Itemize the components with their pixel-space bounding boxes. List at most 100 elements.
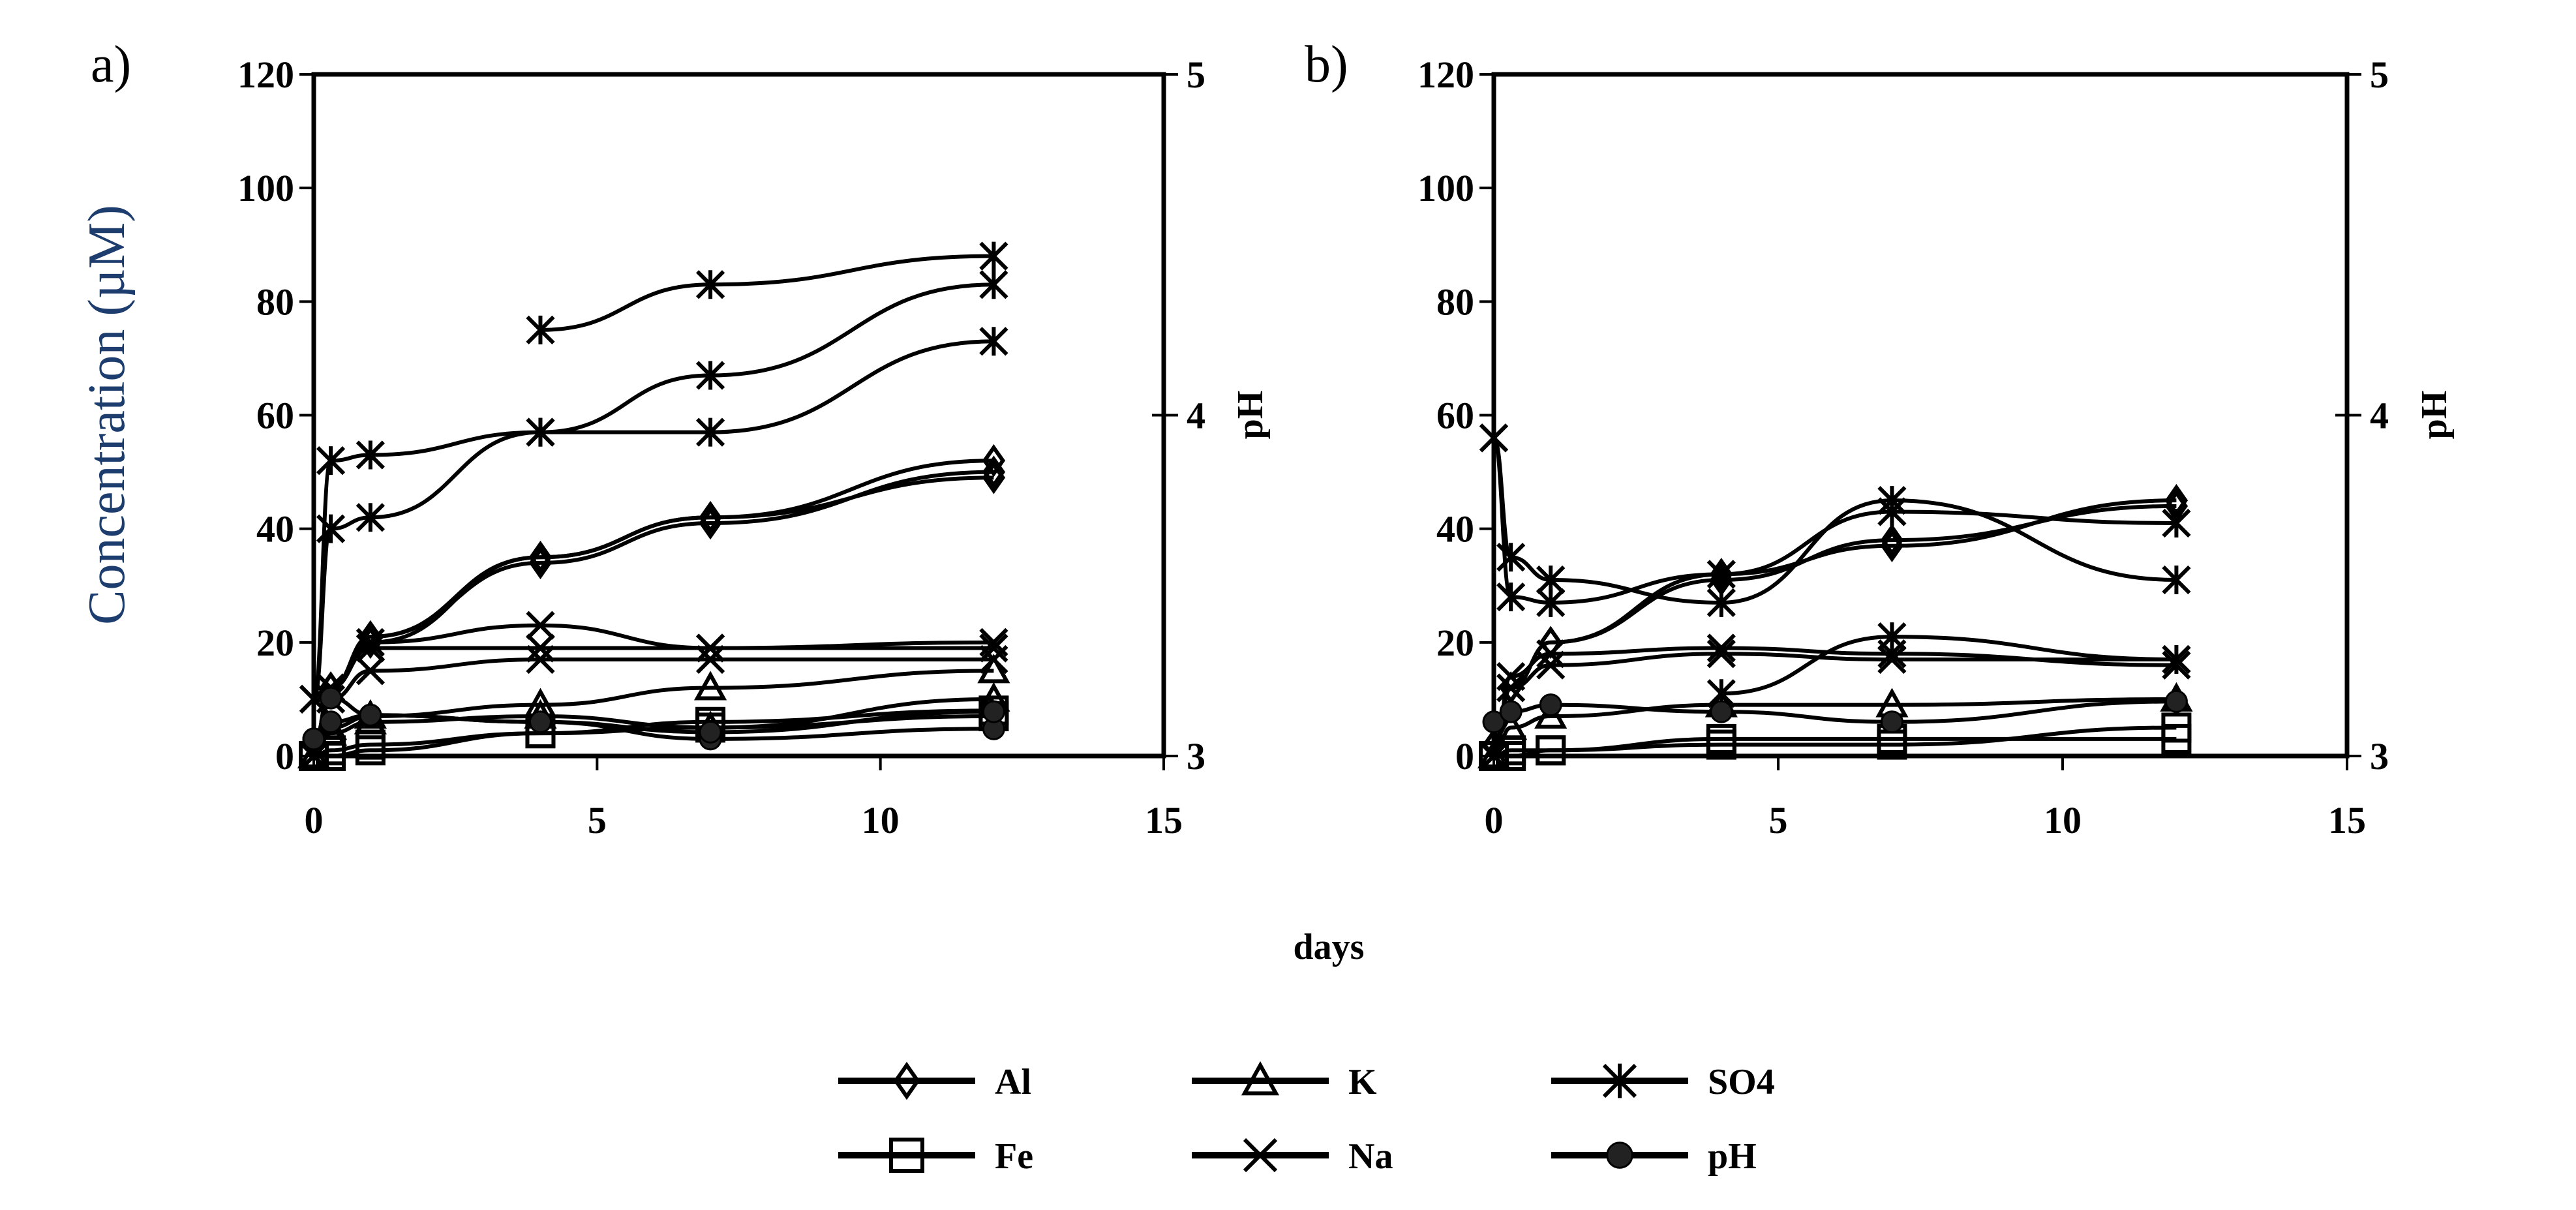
- data-point-al: [528, 540, 553, 574]
- square-marker-icon: [889, 1138, 924, 1173]
- x-tick-label: 15: [1145, 799, 1183, 841]
- y2-tick-label: 4: [1187, 395, 1205, 437]
- data-point-so4: [979, 327, 1008, 356]
- asterisk-marker-icon: [1602, 1063, 1637, 1098]
- legend-item-al: Al: [838, 1061, 1031, 1102]
- y-tick-label: 40: [1436, 508, 1474, 551]
- y2-axis-label: pH: [1230, 391, 1271, 440]
- data-point-al: [1880, 523, 1904, 557]
- legend-label: pH: [1708, 1136, 1757, 1177]
- y-tick-label: 0: [1455, 735, 1474, 778]
- data-point-al: [1710, 558, 1733, 591]
- x-tick-label: 5: [1769, 799, 1788, 841]
- legend-item-k: K: [1192, 1061, 1377, 1102]
- series-na: [1479, 633, 2191, 771]
- data-point-na: [1706, 633, 1736, 663]
- data-point-so4: [1536, 588, 1566, 617]
- series-line: [312, 459, 994, 747]
- data-point-al: [1710, 563, 1733, 597]
- series-line: [312, 646, 994, 758]
- data-point-so4: [979, 241, 1008, 271]
- series-so4: [299, 270, 1008, 714]
- data-point-fe: [316, 741, 346, 771]
- x-tick-label: 0: [1485, 799, 1504, 841]
- x-tick-label: 10: [2044, 799, 2082, 841]
- data-point-ph: [1710, 700, 1733, 723]
- data-point-ph: [1880, 710, 1903, 734]
- data-point-so4: [316, 446, 346, 476]
- data-point-na: [526, 633, 555, 663]
- y2-tick-label: 3: [2370, 735, 2389, 778]
- data-point-al: [982, 461, 1006, 494]
- data-point-na: [526, 611, 555, 640]
- legend-label: K: [1348, 1062, 1377, 1102]
- series-so4: [1479, 423, 2191, 617]
- data-point-so4: [695, 270, 725, 299]
- data-point-ph: [302, 727, 326, 751]
- series-line: [1493, 725, 2177, 758]
- series-fe: [1479, 723, 2192, 771]
- series-line: [312, 339, 994, 701]
- y2-axis-label: pH: [2414, 391, 2455, 440]
- data-point-al: [982, 444, 1006, 477]
- data-point-na: [2162, 644, 2191, 674]
- data-point-al: [2164, 483, 2189, 517]
- data-point-na: [2162, 650, 2191, 680]
- series-line: [312, 470, 994, 747]
- data-point-ph: [699, 720, 722, 744]
- data-point-so4: [1479, 423, 1509, 453]
- data-point-ph: [982, 700, 1005, 723]
- data-point-k: [693, 671, 727, 701]
- triangle-marker-icon: [1241, 1061, 1280, 1096]
- data-point-ph: [359, 703, 382, 727]
- legend-label: Fe: [995, 1136, 1033, 1177]
- data-point-na: [356, 656, 385, 686]
- x-tick-label: 10: [862, 799, 900, 841]
- series-line: [1721, 635, 2177, 696]
- data-point-na: [1877, 644, 1907, 674]
- data-point-na: [979, 633, 1008, 663]
- data-point-al: [699, 501, 722, 534]
- data-point-ph: [319, 710, 342, 734]
- y-tick-label: 20: [1436, 622, 1474, 664]
- data-point-so4: [2162, 565, 2191, 595]
- data-point-ph: [1482, 710, 1506, 734]
- x-marker-icon: [1243, 1138, 1278, 1173]
- panel-b: b) 0 20 40 60 80 100 120 3 4 5 0 5 10 15 pH: [1305, 36, 2455, 841]
- data-point-na: [1496, 661, 1526, 691]
- legend-label: Na: [1348, 1136, 1393, 1177]
- y-tick-label: 120: [237, 53, 294, 96]
- data-point-na: [695, 644, 725, 674]
- y-tick-label: 20: [256, 622, 294, 664]
- data-point-na: [695, 633, 725, 663]
- data-point-so4: [1496, 582, 1526, 612]
- data-point-so4: [979, 270, 1008, 299]
- data-point-fe: [1706, 723, 1736, 754]
- y-tick-label: 80: [256, 280, 294, 323]
- data-point-na: [1496, 673, 1526, 703]
- data-point-ph: [528, 710, 552, 734]
- series-fe: [299, 695, 1009, 771]
- legend-label: SO4: [1708, 1062, 1775, 1102]
- data-point-ph: [1499, 700, 1523, 723]
- data-point-k: [977, 654, 1010, 684]
- legend-item-fe: Fe: [838, 1136, 1033, 1177]
- y2-tick-label: 4: [2370, 395, 2389, 437]
- y-tick-label: 100: [237, 167, 294, 209]
- series-fe: [1479, 712, 2192, 771]
- data-point-na: [526, 644, 555, 674]
- y-tick-label: 120: [1417, 53, 1474, 96]
- legend-item-so4: SO4: [1551, 1062, 1775, 1102]
- data-point-na: [356, 633, 385, 663]
- series-line: [540, 254, 994, 332]
- panel-label: a): [91, 36, 131, 93]
- y2-tick-label: 3: [1187, 735, 1205, 778]
- data-point-k: [1534, 699, 1568, 729]
- y-axis-label: Concentration (µM): [78, 205, 136, 625]
- panel-label: b): [1305, 36, 1348, 93]
- y-tick-label: 100: [1417, 167, 1474, 209]
- data-point-fe: [1479, 741, 1509, 771]
- data-point-na: [979, 628, 1008, 657]
- data-point-na: [1536, 639, 1566, 669]
